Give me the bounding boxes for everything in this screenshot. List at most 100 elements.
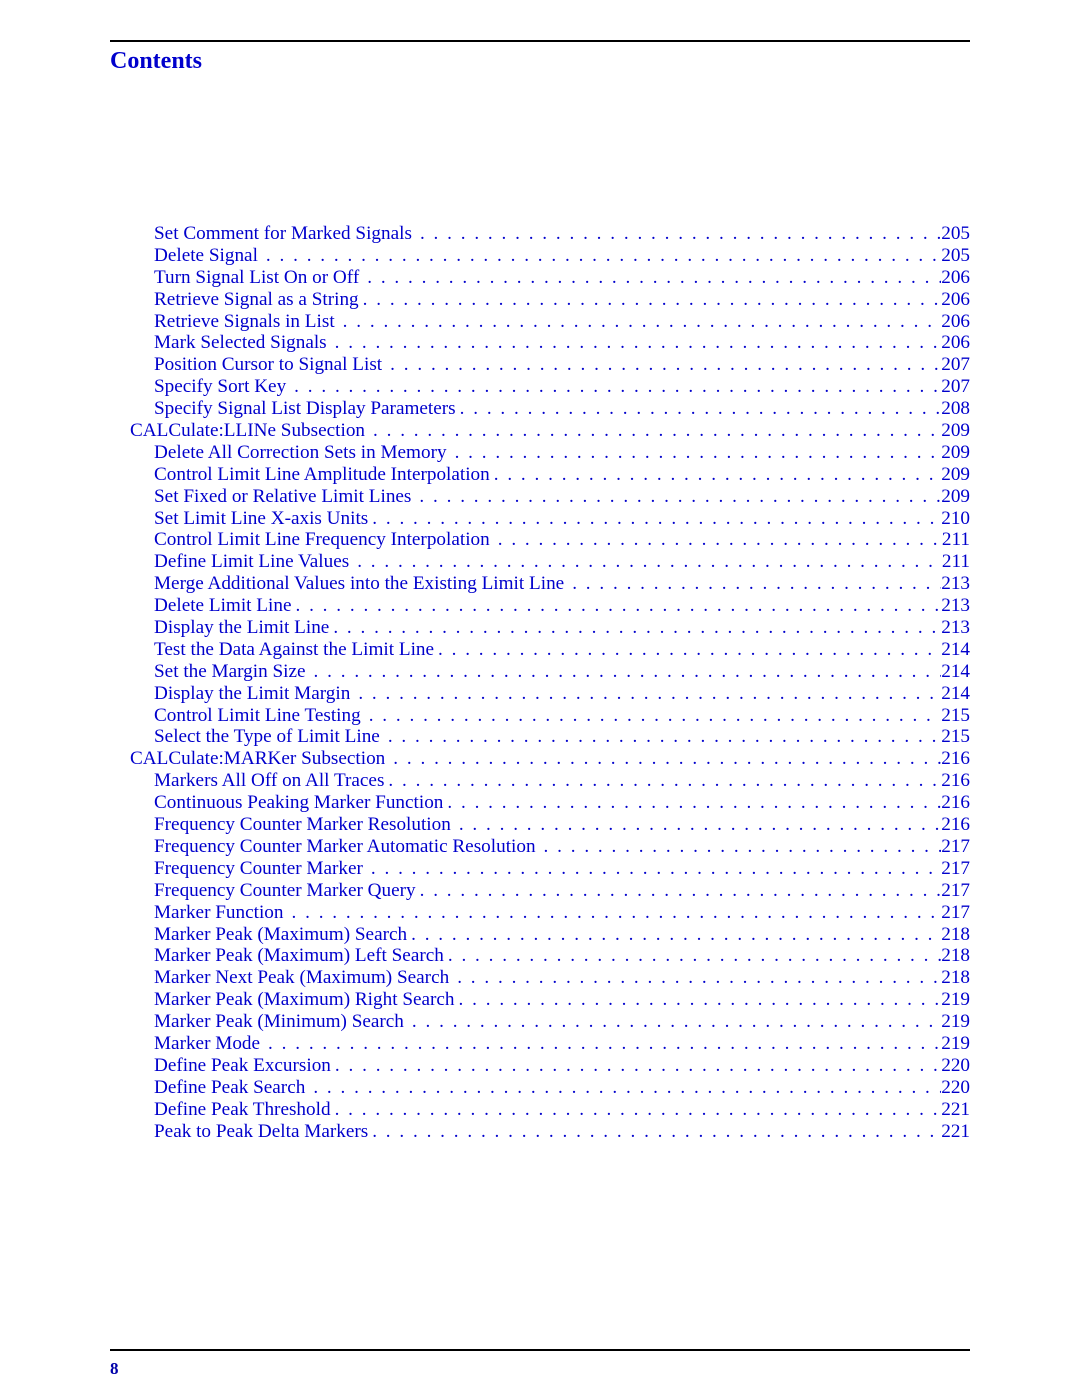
toc-entry-page[interactable]: 214 [941, 639, 970, 661]
toc-entry-label[interactable]: Define Peak Excursion [154, 1055, 331, 1077]
toc-entry-label[interactable]: Control Limit Line Frequency Interpolati… [154, 529, 490, 551]
toc-leader-dots [373, 420, 941, 442]
toc-entry-page[interactable]: 219 [941, 1011, 970, 1033]
toc-leader-dots [335, 1099, 942, 1121]
toc-entry-page[interactable]: 219 [941, 989, 970, 1011]
toc-entry-label[interactable]: Define Peak Threshold [154, 1099, 331, 1121]
toc-entry-label[interactable]: Marker Mode [154, 1033, 260, 1055]
toc-entry-page[interactable]: 211 [942, 551, 970, 573]
toc-entry-page[interactable]: 217 [941, 858, 970, 880]
toc-entry-page[interactable]: 220 [941, 1077, 970, 1099]
toc-entry-page[interactable]: 213 [941, 617, 970, 639]
toc-entry-label[interactable]: Display the Limit Line [154, 617, 329, 639]
toc-entry-label[interactable]: Mark Selected Signals [154, 332, 327, 354]
toc-entry-page[interactable]: 209 [941, 442, 970, 464]
toc-entry-label[interactable]: Continuous Peaking Marker Function [154, 792, 443, 814]
toc-entry: Marker Peak (Maximum) Right Search 219 [110, 989, 970, 1011]
toc-entry-label[interactable]: Merge Additional Values into the Existin… [154, 573, 564, 595]
toc-entry-label[interactable]: Define Peak Search [154, 1077, 305, 1099]
toc-entry-page[interactable]: 221 [941, 1099, 970, 1121]
toc-entry-page[interactable]: 211 [942, 529, 970, 551]
toc-entry-page[interactable]: 217 [941, 902, 970, 924]
toc-entry-label[interactable]: Delete Signal [154, 245, 258, 267]
toc-entry: CALCulate:LLINe Subsection 209 [110, 420, 970, 442]
toc-entry-page[interactable]: 216 [941, 748, 970, 770]
toc-entry-label[interactable]: Retrieve Signal as a String [154, 289, 359, 311]
toc-entry-page[interactable]: 218 [941, 924, 970, 946]
toc-leader-dots [459, 989, 942, 1011]
toc-entry-page[interactable]: 214 [941, 683, 970, 705]
toc-entry-page[interactable]: 215 [941, 705, 970, 727]
toc-entry-label[interactable]: CALCulate:LLINe Subsection [130, 420, 365, 442]
toc-entry-label[interactable]: Retrieve Signals in List [154, 311, 335, 333]
toc-entry-page[interactable]: 215 [941, 726, 970, 748]
toc-entry-page[interactable]: 213 [941, 573, 970, 595]
toc-leader-dots [367, 267, 941, 289]
toc-entry-label[interactable]: Marker Peak (Maximum) Search [154, 924, 407, 946]
toc-entry-page[interactable]: 213 [941, 595, 970, 617]
toc-leader-dots [358, 683, 941, 705]
toc-entry-label[interactable]: Marker Next Peak (Maximum) Search [154, 967, 449, 989]
toc-entry-page[interactable]: 214 [941, 661, 970, 683]
toc-entry-page[interactable]: 209 [941, 486, 970, 508]
toc-entry: Marker Next Peak (Maximum) Search 218 [110, 967, 970, 989]
toc-entry-label[interactable]: Frequency Counter Marker [154, 858, 363, 880]
toc-entry-page[interactable]: 218 [941, 945, 970, 967]
toc-entry-page[interactable]: 206 [941, 332, 970, 354]
toc-entry-page[interactable]: 217 [941, 880, 970, 902]
toc-entry-label[interactable]: Control Limit Line Testing [154, 705, 361, 727]
toc-entry-label[interactable]: Test the Data Against the Limit Line [154, 639, 434, 661]
toc-entry-page[interactable]: 220 [941, 1055, 970, 1077]
toc-entry-label[interactable]: CALCulate:MARKer Subsection [130, 748, 385, 770]
toc-entry-page[interactable]: 210 [941, 508, 970, 530]
toc-entry-label[interactable]: Marker Peak (Maximum) Left Search [154, 945, 444, 967]
toc-leader-dots [544, 836, 942, 858]
toc-leader-dots [498, 529, 942, 551]
toc-entry-label[interactable]: Set Fixed or Relative Limit Lines [154, 486, 411, 508]
toc-entry-page[interactable]: 216 [941, 814, 970, 836]
toc-entry: Set Comment for Marked Signals 205 [110, 223, 970, 245]
toc-entry-label[interactable]: Turn Signal List On or Off [154, 267, 359, 289]
toc-entry-label[interactable]: Display the Limit Margin [154, 683, 350, 705]
toc-entry-label[interactable]: Define Limit Line Values [154, 551, 349, 573]
toc-entry-page[interactable]: 207 [941, 376, 970, 398]
toc-entry-page[interactable]: 208 [941, 398, 970, 420]
toc-entry-label[interactable]: Select the Type of Limit Line [154, 726, 380, 748]
toc-entry-label[interactable]: Set Comment for Marked Signals [154, 223, 412, 245]
toc-entry-label[interactable]: Delete Limit Line [154, 595, 291, 617]
toc-entry-page[interactable]: 206 [941, 289, 970, 311]
toc-entry-label[interactable]: Frequency Counter Marker Resolution [154, 814, 451, 836]
toc-entry-page[interactable]: 216 [941, 792, 970, 814]
toc-entry-page[interactable]: 217 [941, 836, 970, 858]
toc-leader-dots [393, 748, 941, 770]
toc-entry-label[interactable]: Set Limit Line X-axis Units [154, 508, 368, 530]
toc-entry-page[interactable]: 218 [941, 967, 970, 989]
toc-entry-page[interactable]: 205 [941, 245, 970, 267]
toc-entry-label[interactable]: Frequency Counter Marker Automatic Resol… [154, 836, 536, 858]
toc-entry-page[interactable]: 216 [941, 770, 970, 792]
toc-leader-dots [420, 223, 941, 245]
toc-entry-page[interactable]: 206 [941, 267, 970, 289]
toc-entry-label[interactable]: Control Limit Line Amplitude Interpolati… [154, 464, 490, 486]
toc-entry-label[interactable]: Peak to Peak Delta Markers [154, 1121, 368, 1143]
toc-entry-label[interactable]: Delete All Correction Sets in Memory [154, 442, 447, 464]
toc-entry-label[interactable]: Marker Peak (Minimum) Search [154, 1011, 404, 1033]
toc-entry-label[interactable]: Specify Sort Key [154, 376, 286, 398]
toc-entry-page[interactable]: 209 [941, 420, 970, 442]
toc-entry-label[interactable]: Marker Function [154, 902, 284, 924]
toc-entry-page[interactable]: 221 [941, 1121, 970, 1143]
toc-leader-dots [390, 354, 941, 376]
toc-entry-label[interactable]: Markers All Off on All Traces [154, 770, 384, 792]
toc-entry-label[interactable]: Marker Peak (Maximum) Right Search [154, 989, 455, 1011]
toc-entry-page[interactable]: 207 [941, 354, 970, 376]
toc-entry-page[interactable]: 219 [941, 1033, 970, 1055]
toc-entry-label[interactable]: Position Cursor to Signal List [154, 354, 382, 376]
toc-leader-dots [388, 770, 941, 792]
toc-entry-page[interactable]: 209 [941, 464, 970, 486]
document-page: Contents Set Comment for Marked Signals2… [0, 0, 1080, 1397]
toc-entry-page[interactable]: 205 [941, 223, 970, 245]
toc-entry-label[interactable]: Set the Margin Size [154, 661, 306, 683]
toc-entry-label[interactable]: Specify Signal List Display Parameters [154, 398, 456, 420]
toc-entry-label[interactable]: Frequency Counter Marker Query [154, 880, 416, 902]
toc-entry-page[interactable]: 206 [941, 311, 970, 333]
